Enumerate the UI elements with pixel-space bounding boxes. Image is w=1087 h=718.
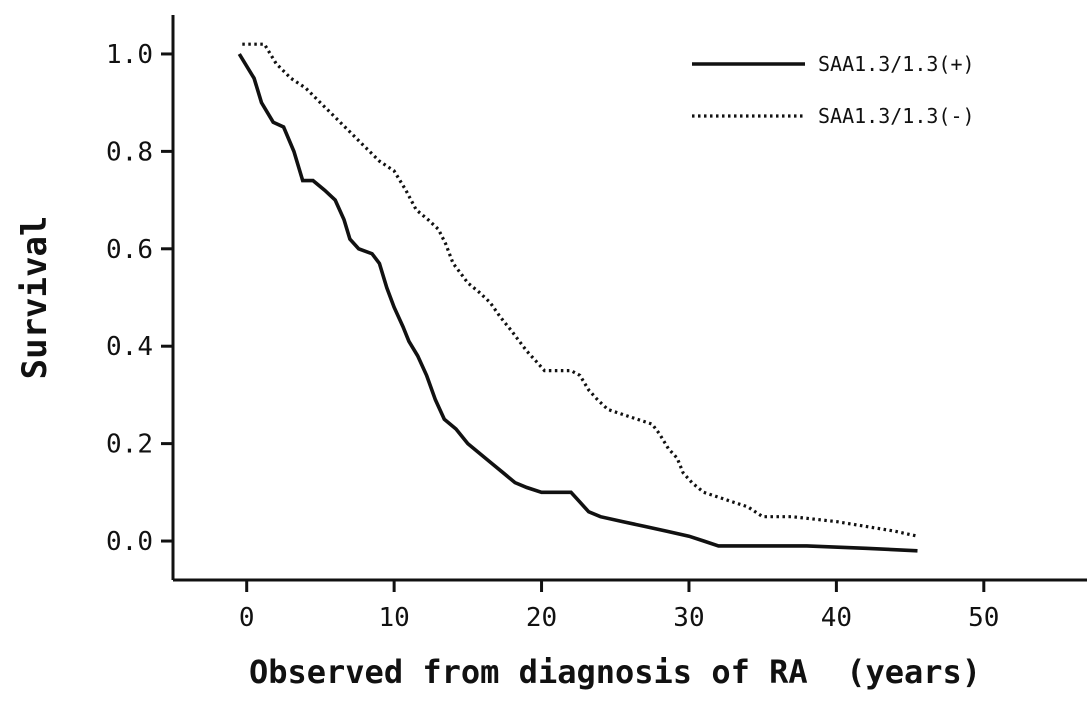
y-tick-label: 0.6 — [106, 235, 153, 265]
y-axis-title: Survival — [15, 216, 55, 380]
x-tick-label: 10 — [378, 603, 409, 633]
y-tick-label: 1.0 — [106, 40, 153, 70]
series-line-negative — [242, 42, 918, 538]
x-tick-label: 30 — [673, 603, 704, 633]
y-axis-ticks: 0.0 0.2 0.4 0.6 0.8 1.0 — [106, 40, 173, 557]
legend: SAA1.3/1.3(+) SAA1.3/1.3(-) — [692, 52, 975, 128]
x-tick-label: 40 — [821, 603, 852, 633]
x-axis-title: Observed from diagnosis of RA (years) — [249, 653, 981, 691]
x-tick-label: 50 — [968, 603, 999, 633]
x-tick-label: 0 — [239, 603, 255, 633]
legend-label-positive: SAA1.3/1.3(+) — [818, 52, 975, 76]
y-tick-label: 0.0 — [106, 527, 153, 557]
series-group — [237, 42, 918, 553]
plot-area: 0.0 0.2 0.4 0.6 0.8 1.0 0 10 20 30 40 50 — [106, 15, 1087, 633]
x-tick-label: 20 — [526, 603, 557, 633]
y-tick-label: 0.2 — [106, 430, 153, 460]
y-tick-label: 0.8 — [106, 137, 153, 167]
series-line-positive — [237, 53, 918, 553]
y-tick-label: 0.4 — [106, 332, 153, 362]
legend-label-negative: SAA1.3/1.3(-) — [818, 104, 975, 128]
x-axis-ticks: 0 10 20 30 40 50 — [239, 580, 999, 633]
